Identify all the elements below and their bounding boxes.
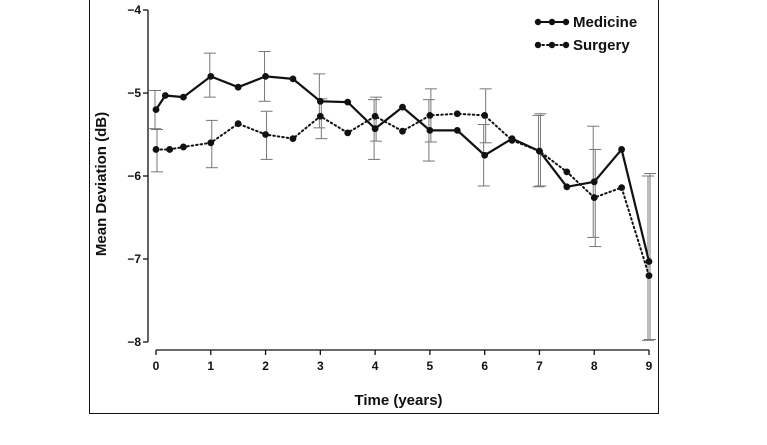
data-point-surgery bbox=[590, 194, 598, 201]
legend-marker-surgery bbox=[548, 41, 556, 49]
legend-marker-surgery bbox=[562, 41, 570, 49]
data-point-surgery bbox=[234, 120, 242, 128]
data-point-surgery bbox=[618, 184, 626, 192]
y-axis-label: Mean Deviation (dB) bbox=[93, 112, 110, 256]
y-tick-label: −4 bbox=[127, 3, 141, 17]
x-axis-label: Time (years) bbox=[354, 392, 442, 409]
axes bbox=[147, 10, 649, 351]
data-point-medicine bbox=[262, 73, 269, 80]
data-point-surgery bbox=[344, 129, 352, 137]
data-point-medicine bbox=[289, 75, 297, 83]
data-point-surgery bbox=[207, 139, 215, 147]
x-tick-label: 7 bbox=[536, 359, 543, 373]
ticks: −8 −7 −6 −5 −4 0 1 2 3 4 5 6 7 8 9 bbox=[127, 3, 652, 373]
series-lines bbox=[154, 75, 651, 277]
error-bars bbox=[149, 51, 656, 341]
y-tick-label: −7 bbox=[127, 252, 141, 266]
x-tick-label: 4 bbox=[372, 359, 379, 373]
data-point-medicine bbox=[426, 126, 434, 134]
data-point-medicine bbox=[645, 258, 653, 265]
data-point-surgery bbox=[262, 131, 269, 138]
legend-marker-surgery bbox=[534, 41, 542, 49]
data-point-medicine bbox=[618, 146, 626, 153]
legend-label-medicine: Medicine bbox=[573, 14, 637, 31]
y-tick-label: −6 bbox=[127, 169, 141, 183]
series-points bbox=[152, 73, 653, 279]
data-point-medicine bbox=[207, 73, 215, 80]
data-point-surgery bbox=[563, 168, 571, 176]
x-tick-label: 6 bbox=[481, 359, 488, 373]
x-tick-label: 8 bbox=[591, 359, 598, 373]
data-point-medicine bbox=[371, 125, 379, 133]
legend-marker-medicine bbox=[534, 18, 542, 26]
data-point-surgery bbox=[316, 112, 324, 120]
x-tick-label: 0 bbox=[153, 359, 160, 373]
error-bar-surgery bbox=[644, 173, 656, 341]
data-point-surgery bbox=[166, 146, 174, 153]
data-point-medicine bbox=[161, 92, 169, 99]
data-point-medicine bbox=[453, 126, 461, 134]
series-line-surgery bbox=[155, 112, 650, 277]
data-point-surgery bbox=[536, 147, 543, 155]
figure-frame bbox=[89, 0, 659, 414]
data-point-surgery bbox=[179, 143, 187, 151]
data-point-surgery bbox=[453, 110, 461, 118]
y-tick-label: −5 bbox=[127, 86, 141, 100]
legend-marker-medicine bbox=[548, 18, 556, 26]
data-point-surgery bbox=[399, 127, 406, 135]
data-point-medicine bbox=[590, 178, 598, 186]
data-point-medicine bbox=[234, 83, 242, 91]
x-tick-label: 5 bbox=[427, 359, 434, 373]
legend: Medicine Surgery bbox=[534, 14, 637, 54]
data-point-surgery bbox=[426, 112, 434, 119]
data-point-medicine bbox=[316, 97, 324, 105]
data-point-surgery bbox=[152, 146, 160, 153]
x-tick-label: 3 bbox=[317, 359, 324, 373]
data-point-surgery bbox=[645, 272, 653, 279]
x-tick-label: 1 bbox=[207, 359, 214, 373]
data-point-surgery bbox=[508, 136, 516, 144]
data-point-medicine bbox=[563, 183, 571, 191]
data-point-medicine bbox=[179, 93, 187, 101]
data-point-surgery bbox=[481, 112, 489, 119]
legend-label-surgery: Surgery bbox=[573, 37, 630, 54]
data-point-medicine bbox=[481, 151, 489, 159]
series-line-medicine bbox=[154, 75, 651, 263]
data-point-medicine bbox=[152, 106, 160, 113]
data-point-medicine bbox=[344, 98, 352, 106]
data-point-surgery bbox=[289, 135, 297, 143]
data-point-medicine bbox=[399, 103, 406, 111]
x-tick-label: 9 bbox=[646, 359, 653, 373]
x-tick-label: 2 bbox=[262, 359, 269, 373]
legend-marker-medicine bbox=[562, 18, 570, 26]
y-tick-label: −8 bbox=[127, 335, 141, 349]
data-point-surgery bbox=[371, 112, 379, 120]
